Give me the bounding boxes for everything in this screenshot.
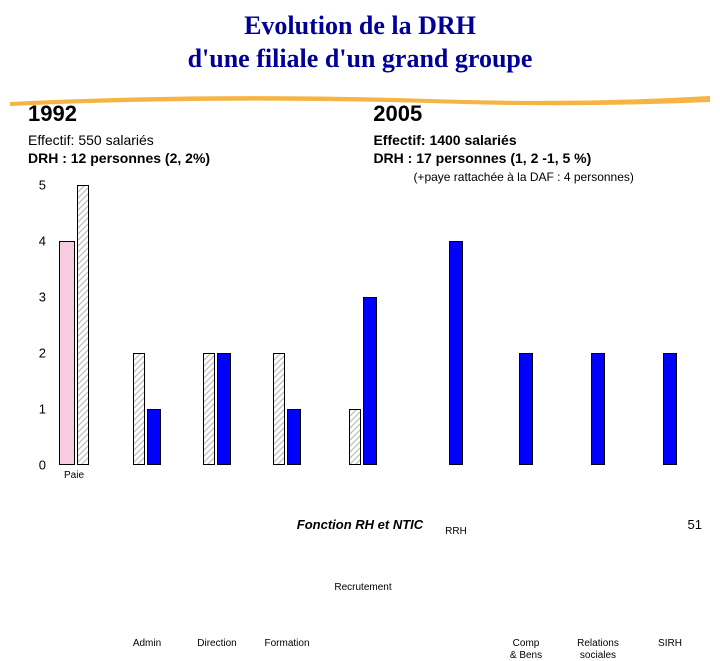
y-tick-label: 2	[39, 346, 46, 361]
bar	[133, 353, 145, 465]
bar	[519, 353, 533, 465]
info-note: (+paye rattachée à la DAF : 4 personnes)	[373, 170, 692, 186]
chart: 012345 PaieAdminDirectionFormationRecrut…	[30, 185, 700, 485]
info-left: Effectif: 550 salariés DRH : 12 personne…	[28, 131, 333, 186]
category-label: Paie	[44, 470, 104, 482]
left-line-1: Effectif: 550 salariés	[28, 131, 333, 149]
bar	[449, 241, 463, 465]
y-tick-label: 3	[39, 290, 46, 305]
bar	[287, 409, 301, 465]
y-tick-label: 1	[39, 402, 46, 417]
bar	[147, 409, 161, 465]
page-number: 51	[688, 517, 702, 532]
category-group: SIRH	[662, 353, 678, 465]
category-label: Formation	[257, 638, 317, 650]
category-label: Admin	[117, 638, 177, 650]
bar	[349, 409, 361, 465]
bar	[363, 297, 377, 465]
title-line-2: d'une filiale d'un grand groupe	[188, 44, 533, 73]
info-right: Effectif: 1400 salariés DRH : 17 personn…	[333, 131, 692, 186]
bar	[273, 353, 285, 465]
bar	[663, 353, 677, 465]
category-group: Formation	[272, 353, 302, 465]
year-2005: 2005	[373, 101, 692, 127]
page-title: Evolution de la DRH d'une filiale d'un g…	[0, 0, 720, 79]
category-group: Direction	[202, 353, 232, 465]
bar	[77, 185, 89, 465]
info-row: Effectif: 550 salariés DRH : 12 personne…	[0, 127, 720, 186]
category-label: SIRH	[640, 638, 700, 650]
bar	[59, 241, 75, 465]
bar	[217, 353, 231, 465]
left-line-2: DRH : 12 personnes (2, 2%)	[28, 149, 333, 167]
category-group: Admin	[132, 353, 162, 465]
y-tick-label: 5	[39, 178, 46, 193]
category-group: RRH	[448, 241, 464, 465]
category-group: Comp& Bens	[518, 353, 534, 465]
bar	[591, 353, 605, 465]
right-line-2: DRH : 17 personnes (1, 2 -1, 5 %)	[373, 149, 692, 167]
bar	[203, 353, 215, 465]
chart-plot-area: Paie Admin Direction Formation Recrutement RR…	[50, 185, 690, 465]
category-label: Recrutement	[333, 582, 393, 594]
right-line-1: Effectif: 1400 salariés	[373, 131, 692, 149]
category-label: Direction	[187, 638, 247, 650]
y-tick-label: 4	[39, 234, 46, 249]
footer-center: Fonction RH et NTIC	[0, 517, 720, 532]
category-group: Paie	[58, 185, 90, 465]
category-label: Comp& Bens	[496, 638, 556, 661]
y-axis-labels: 012345	[30, 185, 48, 465]
year-1992: 1992	[28, 101, 373, 127]
category-group: Relationssociales	[590, 353, 606, 465]
category-group: Recrutement	[348, 297, 378, 465]
category-label: Relationssociales	[568, 638, 628, 661]
title-line-1: Evolution de la DRH	[244, 11, 476, 40]
year-row: 1992 2005	[0, 101, 720, 127]
